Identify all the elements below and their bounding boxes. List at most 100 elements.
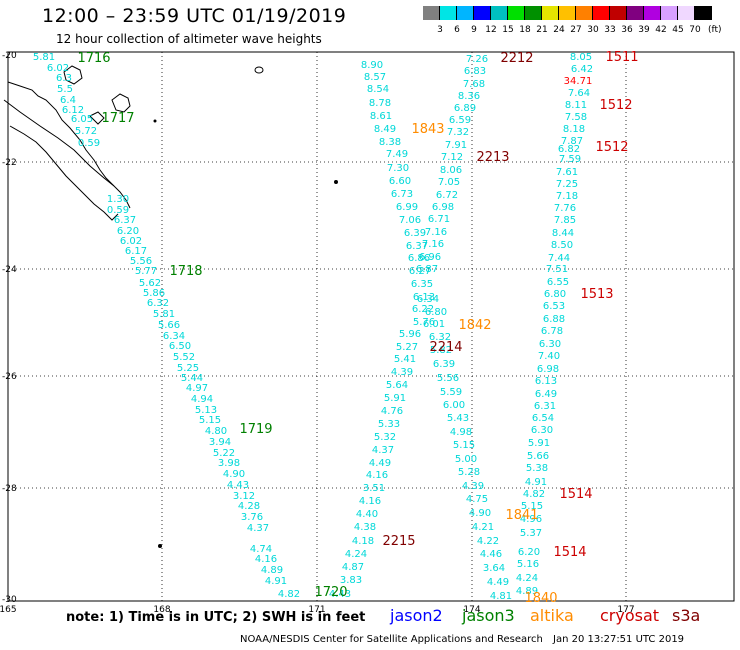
wave-height-value: 6.83 bbox=[464, 66, 486, 77]
wave-height-value: 6.00 bbox=[443, 400, 465, 411]
wave-height-value: 4.28 bbox=[238, 501, 260, 512]
wave-height-value: 7.91 bbox=[445, 140, 467, 151]
lon-label: 177 bbox=[617, 605, 634, 615]
wave-height-value: 6.37 bbox=[406, 241, 428, 252]
pass-time-altika: 1843 bbox=[411, 122, 444, 137]
pass-time-cryosat: 1514 bbox=[553, 545, 586, 560]
wave-height-value: 7.44 bbox=[548, 253, 570, 264]
lat-lon-grid: 165 168 171 174 177 -20 -22 -24 -26 -28 -30 bbox=[0, 51, 735, 615]
wave-height-value: 6.34 bbox=[417, 294, 439, 305]
wave-height-value: 4.98 bbox=[450, 427, 472, 438]
wave-height-value: 4.80 bbox=[205, 426, 227, 437]
wave-height-value: 6.89 bbox=[454, 103, 476, 114]
wave-height-value: 6.3 bbox=[56, 73, 72, 84]
color-swatch bbox=[423, 6, 440, 20]
color-swatch bbox=[678, 6, 695, 20]
color-tick-label: 42 bbox=[655, 25, 667, 35]
color-tick-label: 12 bbox=[485, 25, 497, 35]
map-subtitle: 12 hour collection of altimeter wave hei… bbox=[56, 32, 322, 46]
wave-height-value: 5.59 bbox=[440, 387, 462, 398]
wave-height-value: 0.59 bbox=[78, 138, 100, 149]
color-tick-label: 70 bbox=[689, 25, 701, 35]
wave-height-value: 4.37 bbox=[372, 445, 394, 456]
color-scale-unit: (ft) bbox=[708, 25, 722, 35]
legend-jason3: jason3 bbox=[462, 606, 515, 625]
pass-time-labels: 1716 1717 1718 1719 1720 1843 1842 1841 1840 2212… bbox=[77, 50, 638, 606]
wave-height-value: 7.32 bbox=[447, 127, 469, 138]
lat-label: -24 bbox=[2, 265, 17, 275]
wave-height-value: 7.64 bbox=[568, 88, 590, 99]
legend-jason2: jason2 bbox=[390, 606, 443, 625]
color-swatch bbox=[542, 6, 559, 20]
color-tick-label: 18 bbox=[519, 25, 531, 35]
color-swatch bbox=[525, 6, 542, 20]
wave-height-value: 5.86 bbox=[143, 288, 165, 299]
pass-time-cryosat: 1513 bbox=[580, 287, 613, 302]
wave-height-value: 3.64 bbox=[483, 563, 505, 574]
pass-time-jason3: 1718 bbox=[169, 264, 202, 279]
pass-time-jason3: 1719 bbox=[239, 422, 272, 437]
wave-height-value: 8.38 bbox=[379, 137, 401, 148]
wave-height-value: 6.01 bbox=[423, 319, 445, 330]
wave-height-value: 4.18 bbox=[352, 536, 374, 547]
lat-label: -20 bbox=[2, 51, 17, 61]
wave-height-value: 5.96 bbox=[399, 329, 421, 340]
wave-height-value: 5.77 bbox=[135, 266, 157, 277]
track-jason2-mid: 8.908.578.54 8.78 8.61 8.49 8.387.49 7.30 6.60… bbox=[340, 60, 435, 586]
wave-height-value: 4.81 bbox=[490, 591, 512, 602]
wave-height-value: 3.51 bbox=[363, 483, 385, 494]
color-swatch bbox=[440, 6, 457, 20]
wave-height-value: 6.13 bbox=[413, 292, 435, 303]
wave-height-value: 6.71 bbox=[428, 214, 450, 225]
wave-height-value: 7.25 bbox=[556, 179, 578, 190]
color-swatch bbox=[695, 6, 712, 20]
wave-height-value: 6.32 bbox=[429, 332, 451, 343]
wave-height-value: 4.38 bbox=[354, 522, 376, 533]
wave-height-value: 4.75 bbox=[466, 494, 488, 505]
color-tick-label: 30 bbox=[587, 25, 599, 35]
new-caledonia-south-coast bbox=[9, 125, 119, 221]
wave-height-value: 5.15 bbox=[199, 415, 221, 426]
wave-height-value: 6.82 bbox=[558, 144, 580, 155]
wave-height-value: 5.27 bbox=[396, 342, 418, 353]
wave-height-value: 6.35 bbox=[411, 279, 433, 290]
wave-height-value: 5.81 bbox=[153, 309, 175, 320]
color-tick-label: 3 bbox=[437, 25, 443, 35]
wave-height-value: 5.44 bbox=[181, 373, 203, 384]
wave-height-value: 4.76 bbox=[381, 406, 403, 417]
pass-time-altika: 1842 bbox=[458, 318, 491, 333]
color-swatch bbox=[627, 6, 644, 20]
wave-height-value: 5.56 bbox=[437, 373, 459, 384]
wave-height-value: 5.64 bbox=[386, 380, 408, 391]
pass-time-jason3: 1720 bbox=[314, 585, 347, 600]
color-tick-label: 24 bbox=[553, 25, 565, 35]
islet-f bbox=[158, 544, 162, 548]
wave-height-value: 7.87 bbox=[561, 136, 583, 147]
wave-height-value: 6.30 bbox=[531, 425, 553, 436]
wave-height-value: 5.32 bbox=[374, 432, 396, 443]
wave-height-value: 5.91 bbox=[384, 393, 406, 404]
wave-height-value: 7.51 bbox=[546, 264, 568, 275]
wave-height-value: 6.20 bbox=[117, 226, 139, 237]
wave-height-value: 3.76 bbox=[241, 512, 263, 523]
wave-height-value: 4.89 bbox=[261, 565, 283, 576]
wave-height-value: 7.16 bbox=[422, 239, 444, 250]
wave-height-value: 7.58 bbox=[565, 112, 587, 123]
wave-height-value: 6.98 bbox=[537, 364, 559, 375]
color-tick-label: 27 bbox=[570, 25, 582, 35]
lon-label: 168 bbox=[153, 605, 170, 615]
wave-height-value: 5.38 bbox=[526, 463, 548, 474]
wave-height-value: 7.40 bbox=[538, 351, 560, 362]
pass-time-jason3: 1717 bbox=[101, 111, 134, 126]
wave-height-value: 5.37 bbox=[520, 528, 542, 539]
color-swatch bbox=[559, 6, 576, 20]
wave-height-value: 4.90 bbox=[223, 469, 245, 480]
wave-height-value: 4.94 bbox=[191, 394, 213, 405]
wave-height-value: 4.24 bbox=[516, 573, 538, 584]
wave-height-value: 4.91 bbox=[525, 477, 547, 488]
wave-height-value: 6.78 bbox=[541, 326, 563, 337]
wave-height-value: 4.90 bbox=[469, 508, 491, 519]
wave-height-value: 6.54 bbox=[532, 413, 554, 424]
wave-height-value: 5.28 bbox=[458, 467, 480, 478]
